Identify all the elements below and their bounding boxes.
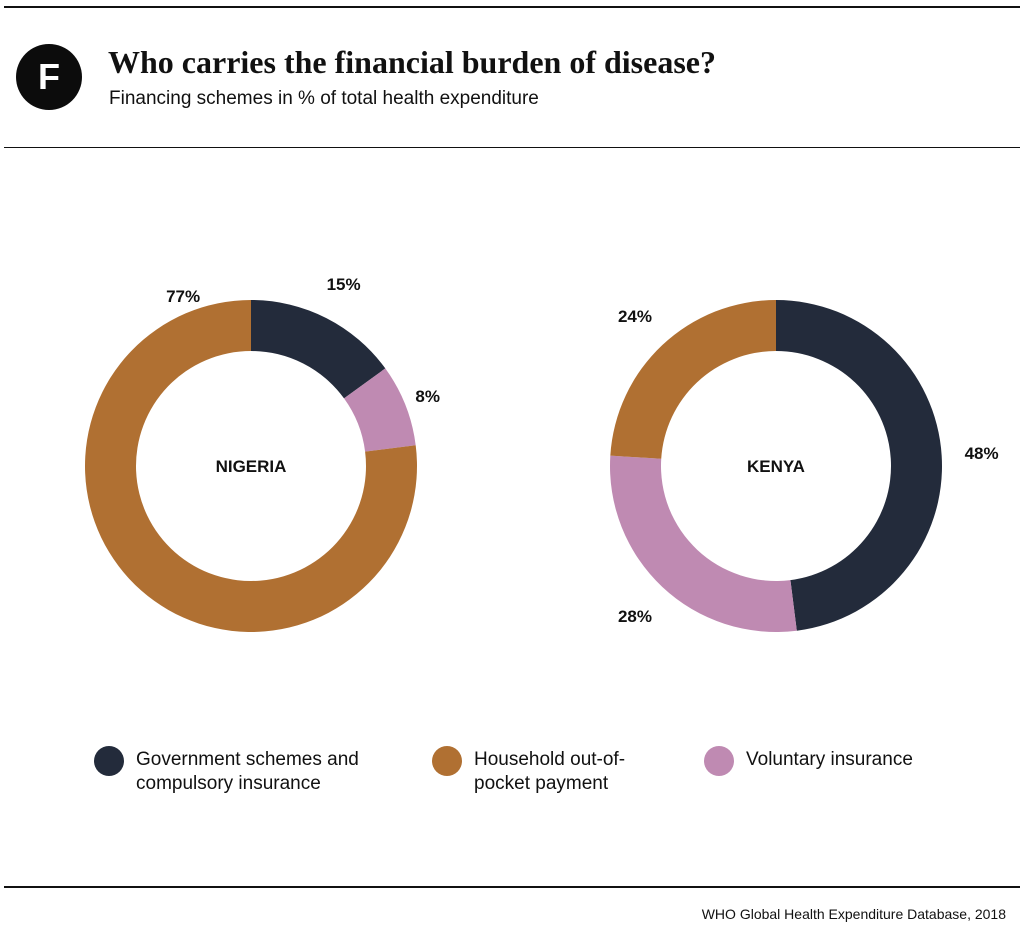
top-rule [4, 6, 1020, 8]
kenya-slice-voluntary-insurance [610, 455, 797, 632]
legend-label-household: Household out-of- pocket payment [474, 749, 626, 794]
nigeria-label-household-out-of-pocket-payment: 77% [166, 287, 200, 306]
chart-subtitle: Financing schemes in % of total health e… [109, 88, 539, 109]
legend-swatch-government [94, 746, 124, 776]
nigeria-center-label: NIGERIA [216, 457, 287, 476]
kenya-label-household-out-of-pocket-payment: 24% [618, 307, 652, 326]
chart-title: Who carries the financial burden of dise… [108, 44, 716, 80]
nigeria-label-voluntary-insurance: 8% [415, 387, 440, 406]
legend-swatch-household [432, 746, 462, 776]
nigeria-slice-household-out-of-pocket-payment [84, 299, 418, 632]
kenya-slice-government-schemes-and-compulsory-insurance [776, 300, 943, 631]
nigeria-slice-voluntary-insurance [344, 368, 416, 452]
legend-item-government: Government schemes and compulsory insura… [94, 744, 359, 796]
nigeria-slice-government-schemes-and-compulsory-insurance [251, 300, 386, 399]
kenya-center-label: KENYA [747, 457, 805, 476]
section-badge: F [16, 44, 82, 110]
header-divider [4, 147, 1020, 148]
source-note: WHO Global Health Expenditure Database, … [701, 906, 1006, 922]
legend-label-government: Government schemes and compulsory insura… [136, 749, 359, 794]
legend-label-voluntary: Voluntary insurance [746, 749, 913, 770]
nigeria-donut: 15% 8% 77% NIGERIA [84, 275, 440, 632]
footer-rule [4, 886, 1020, 888]
legend-item-household: Household out-of- pocket payment [432, 744, 625, 796]
kenya-label-voluntary-insurance: 28% [618, 607, 652, 626]
nigeria-label-government-schemes-and-compulsory-insurance: 15% [327, 275, 361, 294]
legend-swatch-voluntary [704, 746, 734, 776]
kenya-slice-household-out-of-pocket-payment [610, 300, 776, 459]
kenya-label-government-schemes-and-compulsory-insurance: 48% [965, 444, 999, 463]
legend-item-voluntary: Voluntary insurance [704, 744, 913, 776]
kenya-donut: 48% 28% 24% KENYA [610, 300, 999, 632]
